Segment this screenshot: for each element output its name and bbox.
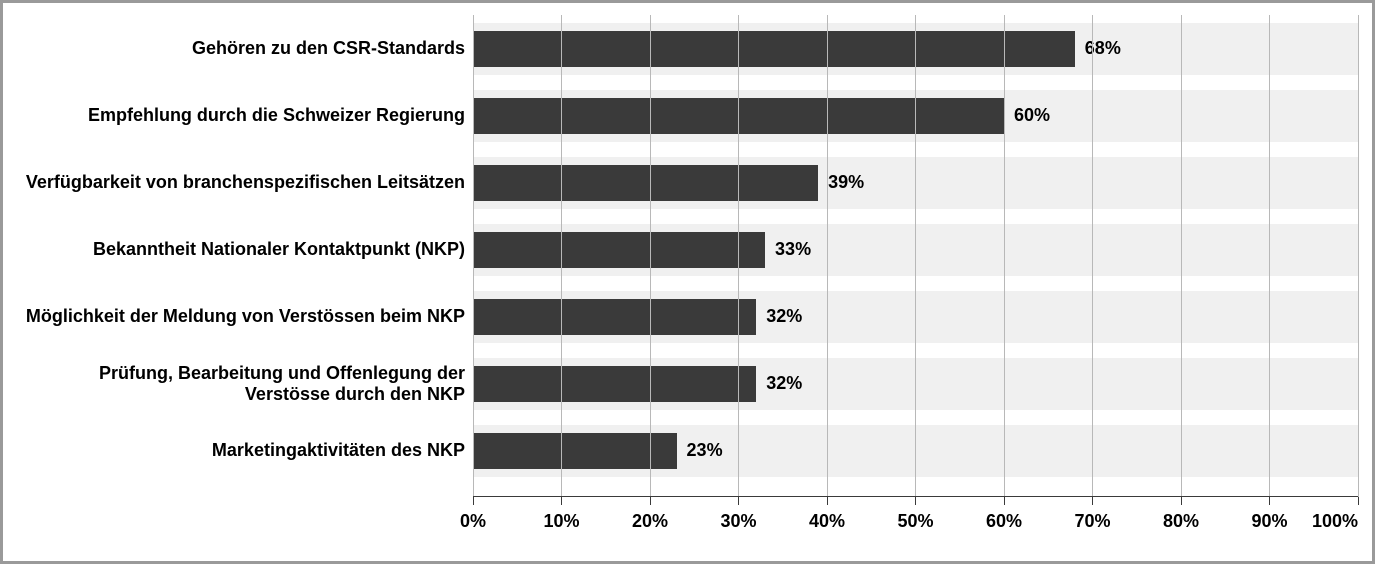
x-tick-mark (1092, 497, 1093, 505)
x-tick-label: 70% (1074, 511, 1110, 532)
gridline (1004, 15, 1005, 497)
gridline (915, 15, 916, 497)
x-tick-mark (1358, 497, 1359, 505)
x-tick-label: 80% (1163, 511, 1199, 532)
x-tick-label: 50% (897, 511, 933, 532)
x-tick-mark (561, 497, 562, 505)
x-tick-label: 0% (460, 511, 486, 532)
x-tick-mark (473, 497, 474, 505)
gridline (738, 15, 739, 497)
plot-area (473, 15, 1358, 497)
category-label: Prüfung, Bearbeitung und Offenlegung der… (17, 350, 473, 417)
x-tick-label: 30% (720, 511, 756, 532)
gridline (827, 15, 828, 497)
gridline (1358, 15, 1359, 497)
category-label: Bekanntheit Nationaler Kontaktpunkt (NKP… (17, 216, 473, 283)
gridline (561, 15, 562, 497)
x-tick-mark (1269, 497, 1270, 505)
gridline (1181, 15, 1182, 497)
x-tick-label: 90% (1251, 511, 1287, 532)
x-tick-mark (915, 497, 916, 505)
x-tick-mark (738, 497, 739, 505)
x-tick-label: 10% (543, 511, 579, 532)
category-label: Möglichkeit der Meldung von Verstössen b… (17, 283, 473, 350)
category-label: Verfügbarkeit von branchenspezifischen L… (17, 149, 473, 216)
gridline (473, 15, 474, 497)
x-tick-mark (1004, 497, 1005, 505)
x-tick-label: 20% (632, 511, 668, 532)
x-tick-label: 100% (1312, 511, 1358, 532)
gridline (1092, 15, 1093, 497)
gridline (1269, 15, 1270, 497)
x-axis-labels: 0%10%20%30%40%50%60%70%80%90%100% (473, 497, 1358, 553)
x-tick-mark (1181, 497, 1182, 505)
category-label: Empfehlung durch die Schweizer Regierung (17, 82, 473, 149)
category-label: Gehören zu den CSR-Standards (17, 15, 473, 82)
category-label: Marketingaktivitäten des NKP (17, 417, 473, 484)
x-tick-label: 60% (986, 511, 1022, 532)
x-tick-mark (827, 497, 828, 505)
chart-inner: Gehören zu den CSR-Standards68%Empfehlun… (17, 15, 1358, 553)
x-tick-label: 40% (809, 511, 845, 532)
gridline (650, 15, 651, 497)
x-tick-mark (650, 497, 651, 505)
chart-container: Gehören zu den CSR-Standards68%Empfehlun… (0, 0, 1375, 564)
